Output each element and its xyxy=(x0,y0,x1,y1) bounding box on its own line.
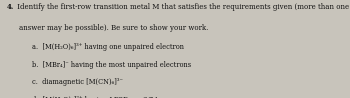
Text: 4.: 4. xyxy=(6,3,14,11)
Text: a.  [M(H₂O)₆]³⁺ having one unpaired electron: a. [M(H₂O)₆]³⁺ having one unpaired elect… xyxy=(32,43,183,51)
Text: answer may be possible). Be sure to show your work.: answer may be possible). Be sure to show… xyxy=(19,24,209,32)
Text: d.  [M(H₂O)₆]²⁺ having LFSE = −3/5Δₒ: d. [M(H₂O)₆]²⁺ having LFSE = −3/5Δₒ xyxy=(32,96,161,98)
Text: Identify the first-row transition metal M that satisfies the requirements given : Identify the first-row transition metal … xyxy=(15,3,349,11)
Text: b.  [MBr₄]⁻ having the most unpaired electrons: b. [MBr₄]⁻ having the most unpaired elec… xyxy=(32,61,191,69)
Text: c.  diamagnetic [M(CN)₆]³⁻: c. diamagnetic [M(CN)₆]³⁻ xyxy=(32,78,122,86)
